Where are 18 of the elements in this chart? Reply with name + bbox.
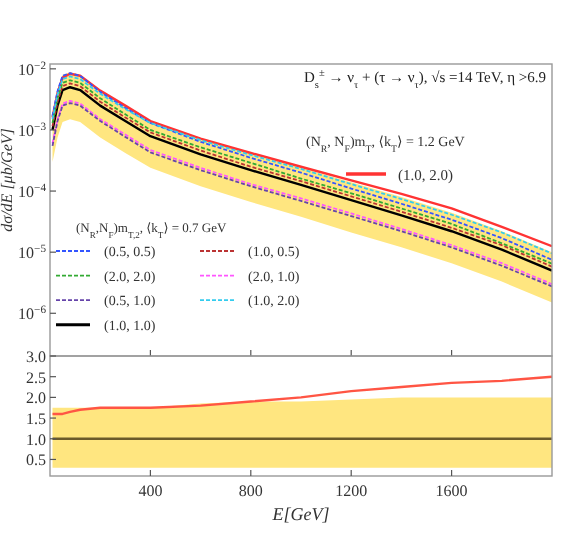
- line-series: [51, 375, 552, 416]
- y-tick-label: 2.5: [26, 368, 46, 387]
- x-tick-label: 800: [238, 482, 263, 500]
- y-tick-label: 1.5: [26, 410, 46, 429]
- y-tick-label: 10$^{−3}$: [18, 121, 47, 140]
- y-tick-label: 2.0: [26, 389, 46, 408]
- y-tick-label: 10$^{−6}$: [18, 305, 47, 324]
- x-axis-title: E[GeV]: [270, 504, 331, 524]
- x-tick-label: 1200: [335, 482, 368, 500]
- y-tick-label: 10$^{−2}$: [18, 60, 47, 79]
- y-tick-label: 0.5: [26, 451, 46, 470]
- x-tick-label: 1600: [435, 482, 468, 500]
- x-tick-label: 400: [138, 482, 163, 500]
- y-tick-label: 1.0: [26, 430, 46, 449]
- y-axis-title: dσ/dE [μb/GeV]: [0, 128, 16, 232]
- y-tick-label: 3.0: [26, 348, 46, 366]
- y-tick-label: 10$^{−4}$: [18, 183, 47, 202]
- y-tick-label: 10$^{−5}$: [18, 244, 47, 263]
